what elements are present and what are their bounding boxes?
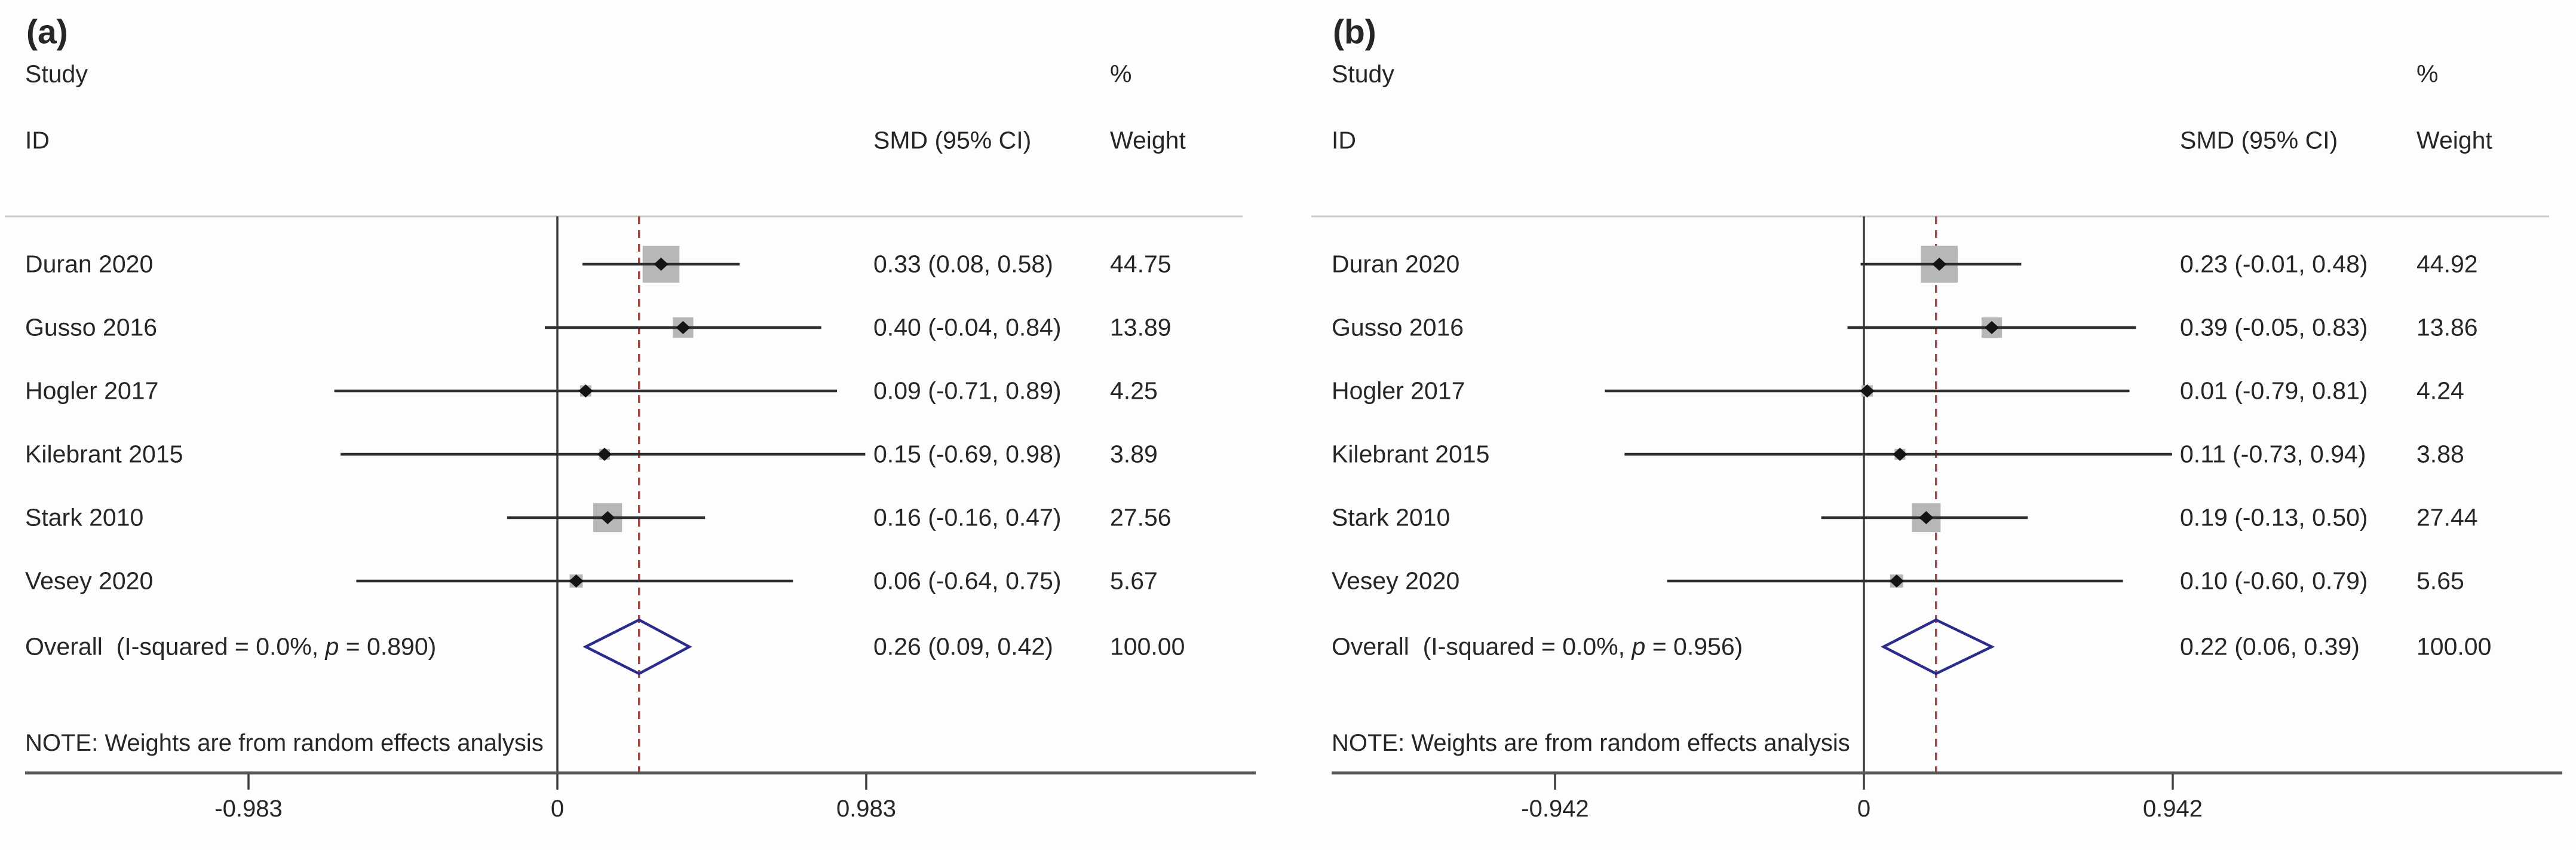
study-id-label: Stark 2010: [25, 503, 144, 531]
study-weight-value: 27.56: [1110, 503, 1172, 531]
overall-label-prefix: Overall (I-squared = 0.0%,: [25, 632, 326, 661]
overall-row-label: Overall (I-squared = 0.0%, p = 0.890): [25, 633, 436, 660]
point-estimate-marker: [1985, 321, 2000, 334]
point-estimate-marker: [676, 321, 691, 334]
study-id-label: Vesey 2020: [25, 567, 154, 595]
column-header-percent: %: [1110, 60, 1132, 88]
point-estimate-marker: [597, 448, 612, 461]
column-header-study: Study: [25, 60, 88, 88]
study-smd-value: 0.33 (0.08, 0.58): [873, 250, 1053, 278]
overall-weight-value: 100.00: [1110, 632, 1185, 661]
study-weight-value: 4.24: [2416, 377, 2464, 405]
study-id-label: Kilebrant 2015: [1332, 440, 1490, 468]
overall-label-prefix: Overall (I-squared = 0.0%,: [1332, 632, 1632, 661]
study-id-label: Kilebrant 2015: [25, 440, 183, 468]
column-header-smd: SMD (95% CI): [2180, 126, 2338, 154]
forest-plot-canvas: -0.983 0 0.983: [5, 215, 1256, 822]
axis-tick-label: 0: [551, 796, 564, 822]
point-estimate-marker: [1932, 258, 1947, 271]
overall-diamond: [1880, 618, 1995, 675]
panel-label: (a): [26, 13, 68, 51]
column-header-id: ID: [25, 126, 50, 154]
study-id-label: Gusso 2016: [1332, 313, 1464, 341]
panel-b: -0.942 0 0.942 (b) Study % ID SMD (95% CI)…: [1288, 0, 2576, 850]
study-weight-value: 13.89: [1110, 313, 1172, 341]
column-header-id: ID: [1332, 126, 1356, 154]
study-weight-value: 3.88: [2416, 440, 2464, 468]
study-smd-value: 0.01 (-0.79, 0.81): [2180, 377, 2368, 405]
point-estimate-marker: [578, 384, 593, 398]
point-estimate-marker: [600, 511, 615, 524]
overall-label-p-italic: p: [1632, 632, 1646, 661]
point-estimate-marker: [569, 574, 584, 588]
study-smd-value: 0.15 (-0.69, 0.98): [873, 440, 1062, 468]
panel-label: (b): [1333, 13, 1376, 51]
study-id-label: Gusso 2016: [25, 313, 158, 341]
column-header-study: Study: [1332, 60, 1394, 88]
overall-label-suffix: = 0.890): [339, 632, 437, 661]
study-weight-value: 3.89: [1110, 440, 1158, 468]
column-header-smd: SMD (95% CI): [873, 126, 1032, 154]
study-id-label: Vesey 2020: [1332, 567, 1460, 595]
point-estimate-marker: [1893, 448, 1908, 461]
study-smd-value: 0.39 (-0.05, 0.83): [2180, 313, 2368, 341]
study-weight-value: 5.65: [2416, 567, 2464, 595]
panel-a: -0.983 0 0.983 (a) Study % ID SMD (95% CI)…: [5, 13, 1256, 822]
study-smd-value: 0.40 (-0.04, 0.84): [873, 313, 1062, 341]
study-id-label: Hogler 2017: [1332, 377, 1465, 405]
study-smd-value: 0.16 (-0.16, 0.47): [873, 503, 1062, 531]
axis-tick-label: 0: [1857, 796, 1870, 822]
overall-row-label: Overall (I-squared = 0.0%, p = 0.956): [1332, 633, 1743, 660]
axis-tick-label: 0.942: [2143, 796, 2203, 822]
overall-label-p-italic: p: [325, 632, 339, 661]
point-estimate-marker: [1889, 574, 1904, 588]
study-smd-value: 0.19 (-0.13, 0.50): [2180, 503, 2368, 531]
study-weight-value: 44.92: [2416, 250, 2478, 278]
study-smd-value: 0.10 (-0.60, 0.79): [2180, 567, 2368, 595]
axis-tick-label: -0.942: [1521, 796, 1588, 822]
study-id-label: Duran 2020: [25, 250, 154, 278]
study-smd-value: 0.23 (-0.01, 0.48): [2180, 250, 2368, 278]
study-smd-value: 0.11 (-0.73, 0.94): [2180, 440, 2366, 468]
point-estimate-marker: [1919, 511, 1934, 524]
point-estimate-marker: [1860, 384, 1875, 398]
overall-smd-value: 0.26 (0.09, 0.42): [873, 632, 1053, 661]
study-smd-value: 0.09 (-0.71, 0.89): [873, 377, 1062, 405]
study-smd-value: 0.06 (-0.64, 0.75): [873, 567, 1062, 595]
axis-tick-label: 0.983: [836, 796, 896, 822]
overall-label-suffix: = 0.956): [1645, 632, 1743, 661]
column-header-weight: Weight: [1110, 126, 1186, 154]
random-effects-note: NOTE: Weights are from random effects an…: [25, 730, 544, 756]
study-weight-value: 5.67: [1110, 567, 1158, 595]
study-id-label: Hogler 2017: [25, 377, 159, 405]
forest-plot-canvas: -0.942 0 0.942: [1311, 215, 2562, 822]
overall-weight-value: 100.00: [2416, 632, 2492, 661]
column-header-percent: %: [2416, 60, 2439, 88]
overall-smd-value: 0.22 (0.06, 0.39): [2180, 632, 2360, 661]
study-id-label: Duran 2020: [1332, 250, 1460, 278]
point-estimate-marker: [654, 258, 668, 271]
overall-diamond: [582, 618, 692, 675]
study-weight-value: 4.25: [1110, 377, 1158, 405]
study-weight-value: 44.75: [1110, 250, 1172, 278]
column-header-weight: Weight: [2416, 126, 2492, 154]
axis-tick-label: -0.983: [214, 796, 282, 822]
random-effects-note: NOTE: Weights are from random effects an…: [1332, 730, 1850, 756]
study-weight-value: 13.86: [2416, 313, 2478, 341]
study-id-label: Stark 2010: [1332, 503, 1450, 531]
study-weight-value: 27.44: [2416, 503, 2478, 531]
